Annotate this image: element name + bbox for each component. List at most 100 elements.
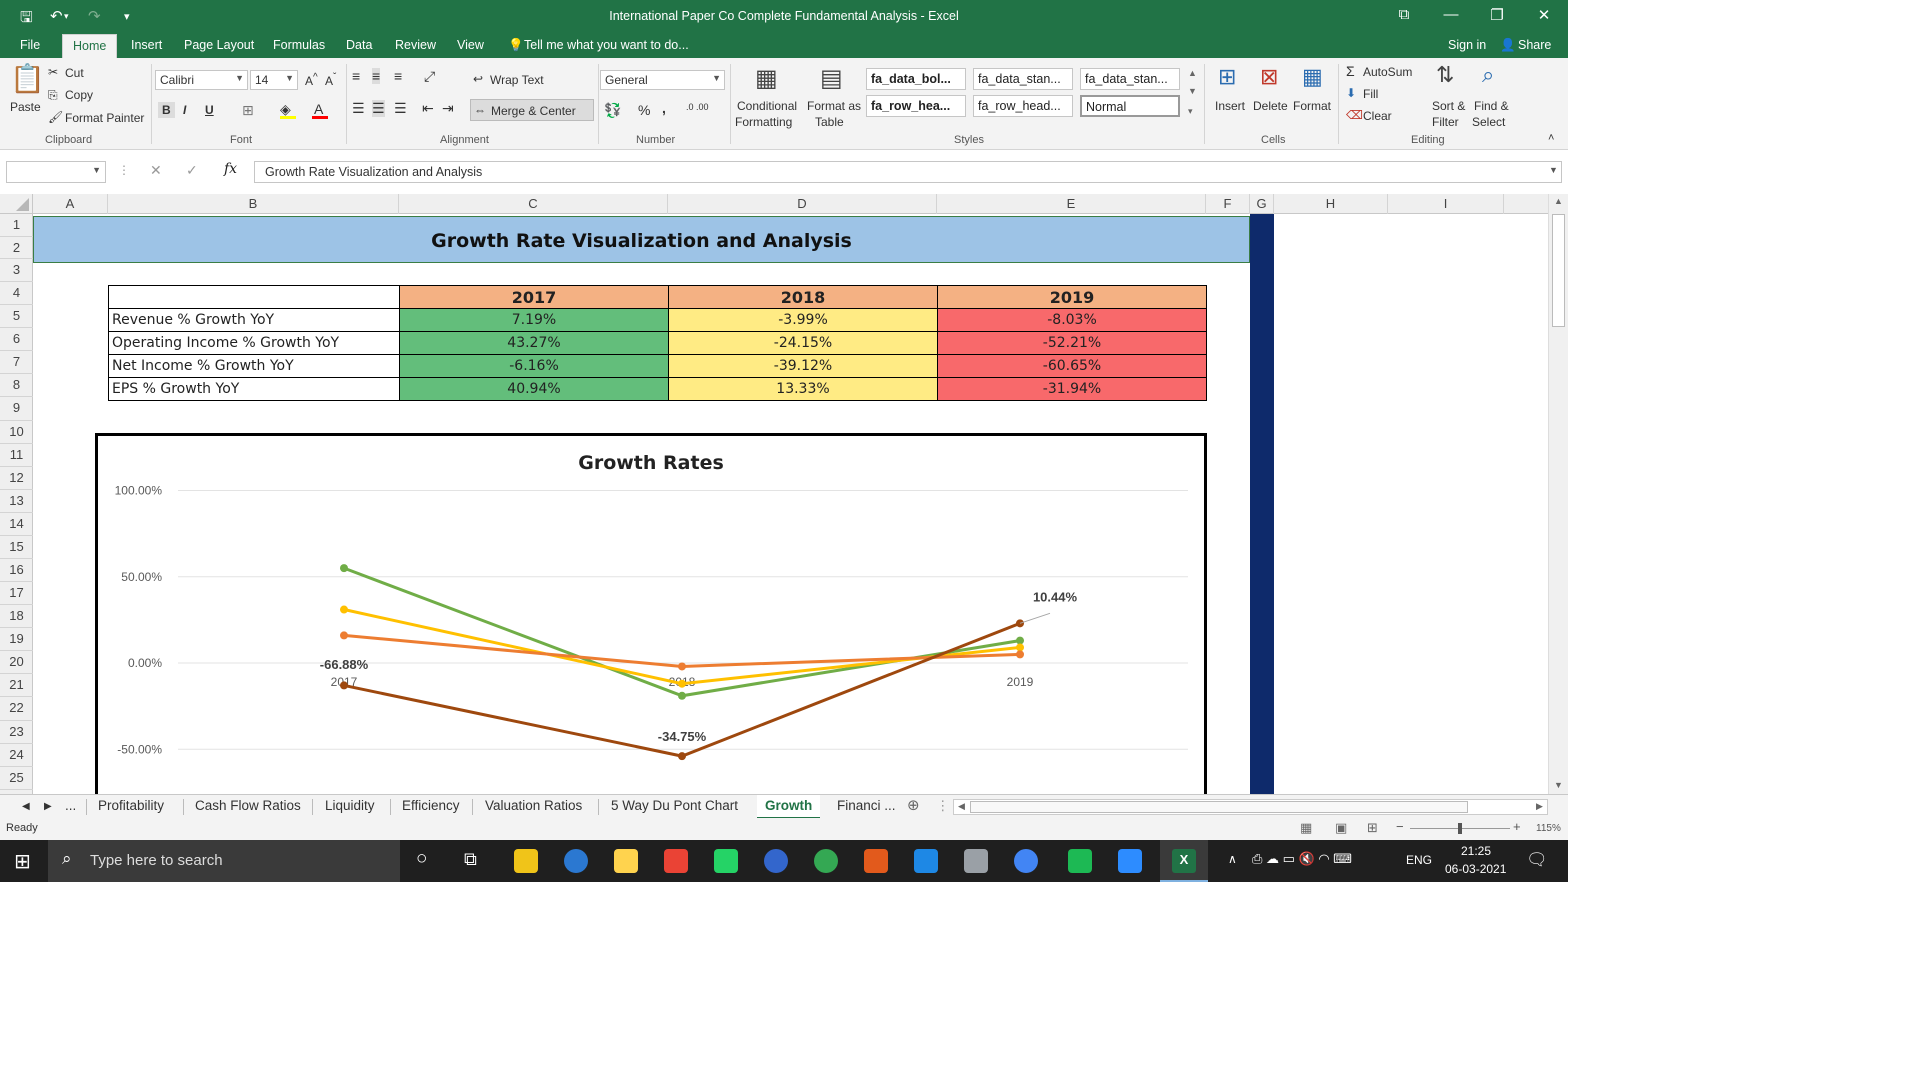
page-break-view-icon[interactable]: ⊞ (1367, 820, 1378, 835)
align-left-icon[interactable]: ☰ (352, 100, 365, 116)
increase-font-icon[interactable]: A^ (305, 72, 318, 88)
column-header-c[interactable]: C (399, 194, 668, 214)
next-sheet-icon[interactable]: ▶ (44, 801, 52, 812)
row-header[interactable]: 18 (0, 605, 33, 628)
row-header[interactable]: 24 (0, 744, 33, 767)
taskbar-app-icon[interactable] (914, 849, 938, 873)
zoom-in-icon[interactable]: + (1513, 819, 1521, 834)
formula-input[interactable]: Growth Rate Visualization and Analysis (254, 161, 1562, 183)
task-view-icon[interactable]: ⧉ (464, 849, 477, 869)
zoom-level[interactable]: 115% (1536, 823, 1561, 834)
metric-label[interactable]: Operating Income % Growth YoY (108, 331, 400, 355)
sign-in-link[interactable]: Sign in (1448, 38, 1487, 52)
sort-filter-icon[interactable]: ⇅ (1436, 62, 1455, 87)
horizontal-scroll-thumb[interactable] (970, 801, 1468, 813)
column-header-e[interactable]: E (937, 194, 1206, 214)
growth-cell[interactable]: 43.27% (399, 331, 669, 355)
row-header[interactable]: 20 (0, 651, 33, 674)
row-header[interactable]: 23 (0, 721, 33, 744)
bold-button[interactable]: B (158, 102, 175, 118)
growth-cell[interactable]: -31.94% (937, 377, 1207, 401)
sheet-tab-financials[interactable]: Financi ... (837, 798, 896, 813)
increase-decimal-icon[interactable]: .0 .00 (686, 102, 709, 112)
comma-style-button[interactable]: , (662, 100, 666, 116)
undo-dropdown-icon[interactable]: ▾ (64, 11, 69, 21)
style-normal[interactable]: Normal (1080, 95, 1180, 117)
notifications-icon[interactable]: 🗨 (1526, 850, 1548, 869)
eraser-icon[interactable]: ⌫ (1346, 108, 1363, 122)
align-bottom-icon[interactable]: ≡ (394, 68, 403, 84)
increase-indent-icon[interactable]: ⇥ (442, 100, 454, 116)
taskbar-app-icon[interactable] (964, 849, 988, 873)
tab-data[interactable]: Data (346, 38, 373, 52)
select-all-corner[interactable] (0, 194, 33, 214)
growth-cell[interactable]: -52.21% (937, 331, 1207, 355)
font-name-select[interactable]: Calibri ▼ (155, 70, 248, 90)
column-header-b[interactable]: B (108, 194, 399, 214)
paste-icon[interactable]: 📋 (10, 63, 45, 94)
taskbar-app-icon[interactable] (1014, 849, 1038, 873)
cortana-icon[interactable]: ○ (416, 848, 428, 869)
decrease-font-icon[interactable]: Aˇ (325, 72, 337, 88)
growth-cell[interactable]: -24.15% (668, 331, 938, 355)
underline-button[interactable]: U (205, 103, 214, 117)
zoom-slider-thumb[interactable] (1458, 823, 1462, 834)
percent-style-button[interactable]: % (638, 102, 651, 118)
cut-button[interactable]: Cut (65, 66, 84, 80)
column-header-f[interactable]: F (1206, 194, 1250, 214)
tab-file[interactable]: File (20, 38, 41, 52)
format-as-table-label-2[interactable]: Table (815, 115, 844, 129)
font-color-icon[interactable]: A (314, 101, 324, 117)
sort-filter-label-2[interactable]: Filter (1432, 115, 1459, 129)
align-middle-icon[interactable]: ≡ (372, 68, 381, 84)
expand-formula-bar-icon[interactable]: ▼ (1549, 165, 1558, 175)
growth-cell[interactable]: -39.12% (668, 354, 938, 378)
row-header[interactable]: 5 (0, 305, 33, 328)
metric-label[interactable]: Net Income % Growth YoY (108, 354, 400, 378)
tab-review[interactable]: Review (395, 38, 436, 52)
column-header-h[interactable]: H (1274, 194, 1388, 214)
vertical-scrollbar[interactable]: ▲ ▼ (1548, 194, 1568, 794)
copy-icon[interactable]: ⎘ (48, 88, 58, 102)
row-header[interactable]: 10 (0, 421, 33, 444)
cancel-icon[interactable]: ✕ (150, 162, 162, 178)
prev-sheet-icon[interactable]: ◀ (22, 801, 30, 812)
tab-home[interactable]: Home (62, 34, 118, 58)
excel-taskbar-icon[interactable]: X (1172, 849, 1196, 873)
row-header[interactable]: 21 (0, 674, 33, 697)
scroll-left-icon[interactable]: ◀ (958, 801, 965, 811)
row-header[interactable]: 4 (0, 282, 33, 305)
year-header[interactable]: 2017 (399, 285, 669, 309)
copy-button[interactable]: Copy (65, 88, 94, 102)
find-select-label-2[interactable]: Select (1472, 115, 1506, 129)
row-header[interactable]: 3 (0, 259, 33, 282)
row-header[interactable]: 16 (0, 559, 33, 582)
row-header[interactable]: 22 (0, 697, 33, 721)
share-icon[interactable]: 👤 (1500, 38, 1516, 52)
growth-cell[interactable]: -6.16% (399, 354, 669, 378)
sheet-tab-cash-flow-ratios[interactable]: Cash Flow Ratios (195, 798, 301, 813)
cut-icon[interactable]: ✂ (48, 65, 59, 79)
enter-icon[interactable]: ✓ (186, 162, 198, 178)
format-cells-icon[interactable]: ▦ (1302, 64, 1323, 89)
taskbar-app-icon[interactable] (514, 849, 538, 873)
collapse-ribbon-icon[interactable]: ˄ (1548, 132, 1555, 144)
row-header[interactable]: 15 (0, 536, 33, 559)
row-header[interactable]: 9 (0, 397, 33, 421)
italic-button[interactable]: I (183, 103, 187, 117)
find-select-label-1[interactable]: Find & (1474, 99, 1509, 113)
growth-cell[interactable]: 40.94% (399, 377, 669, 401)
align-center-icon[interactable]: ☰ (372, 100, 385, 117)
gallery-more-icon[interactable]: ▾ (1188, 106, 1193, 116)
row-header[interactable]: 19 (0, 628, 33, 651)
scroll-right-icon[interactable]: ▶ (1536, 801, 1543, 811)
decrease-indent-icon[interactable]: ⇤ (422, 100, 434, 116)
conditional-formatting-label-1[interactable]: Conditional (737, 99, 798, 113)
lightbulb-icon[interactable]: 💡 (508, 38, 524, 52)
save-icon[interactable]: 🖫 (20, 9, 33, 26)
table-corner-cell[interactable] (108, 285, 400, 309)
year-header[interactable]: 2019 (937, 285, 1207, 309)
column-header-g[interactable]: G (1250, 194, 1274, 214)
growth-cell[interactable]: 7.19% (399, 308, 669, 332)
delete-cells-icon[interactable]: ⊠ (1260, 64, 1279, 89)
